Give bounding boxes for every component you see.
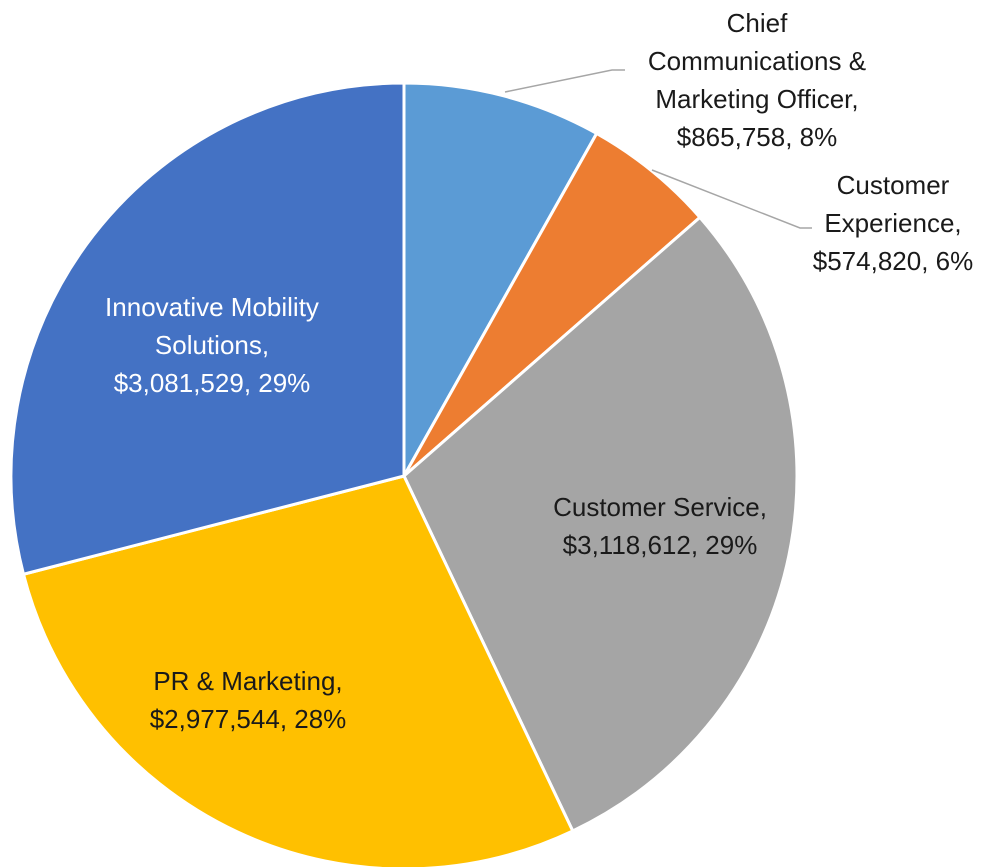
value-label: $3,118,612, 29% bbox=[562, 530, 758, 560]
category-label: Chief Communications & Marketing Officer… bbox=[647, 8, 867, 114]
data-label: Customer Experience, $574,820, 6% bbox=[798, 166, 988, 280]
data-label: Chief Communications & Marketing Officer… bbox=[637, 4, 877, 156]
category-label: Customer Experience, bbox=[824, 170, 962, 238]
value-label: $865,758, 8% bbox=[676, 122, 838, 152]
pie-slice bbox=[21, 474, 575, 867]
category-label: Customer Service, bbox=[553, 492, 767, 522]
value-label: $2,977,544, 28% bbox=[149, 704, 347, 734]
category-label: Innovative Mobility Solutions, bbox=[105, 292, 319, 360]
value-label: $574,820, 6% bbox=[812, 246, 974, 276]
pie-slice bbox=[402, 81, 599, 482]
pie-slice bbox=[402, 215, 799, 833]
pie-slice bbox=[9, 81, 406, 577]
pie-slice bbox=[402, 131, 703, 478]
data-label: Customer Service, $3,118,612, 29% bbox=[530, 488, 790, 564]
category-label: PR & Marketing, bbox=[153, 666, 343, 696]
leader-line bbox=[504, 69, 625, 93]
data-label: PR & Marketing, $2,977,544, 28% bbox=[98, 662, 398, 738]
data-label: Innovative Mobility Solutions, $3,081,529… bbox=[82, 288, 342, 402]
leader-line bbox=[651, 169, 812, 229]
value-label: $3,081,529, 29% bbox=[113, 368, 311, 398]
